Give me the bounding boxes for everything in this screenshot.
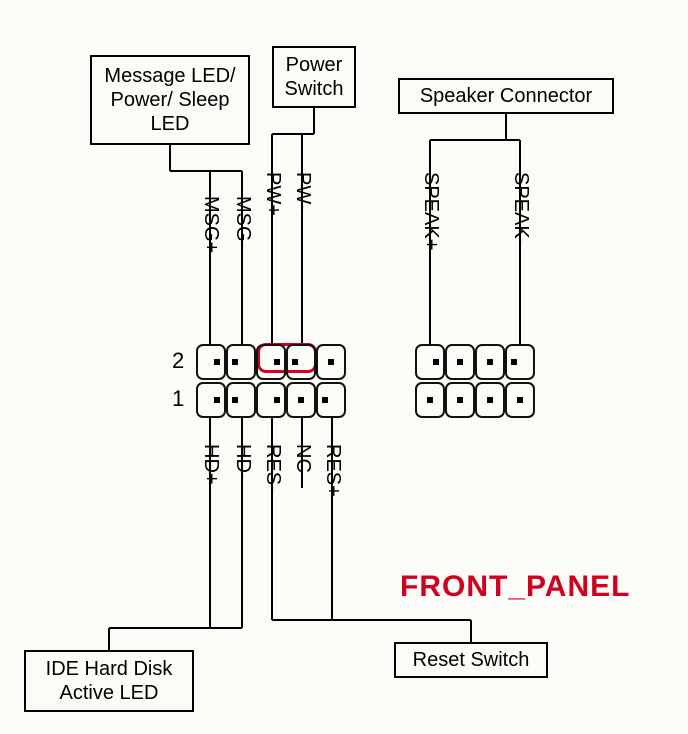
row-label-1: 1 [172,386,184,412]
msg-led-box: Message LED/ Power/ Sleep LED [90,55,250,145]
diagram-canvas: Message LED/ Power/ Sleep LED Power Swit… [0,0,688,734]
pin [256,344,286,380]
pin-dot [487,359,493,365]
signal-res-plus: RES+ [321,444,344,497]
pin-dot [214,397,220,403]
pin [256,382,286,418]
pin [196,382,226,418]
power-sw-label: Power Switch [282,53,346,101]
pin-dot [511,359,517,365]
pin-dot [274,397,280,403]
signal-pw-minus: PW- [291,172,314,211]
signal-speak-minus: SPEAK- [509,172,532,245]
pin-dot [322,397,328,403]
signal-msg-plus: MSG+ [199,196,222,253]
pin-dot [457,397,463,403]
signal-res-minus: RES- [261,444,284,492]
pin-dot [274,359,280,365]
front-panel-title: FRONT_PANEL [400,570,630,604]
pin [415,344,445,380]
ide-hd-label: IDE Hard Disk Active LED [34,657,184,705]
pin-dot [292,359,298,365]
pin-dot [487,397,493,403]
pin [226,344,256,380]
pin-dot [214,359,220,365]
pin [226,382,256,418]
pin-dot [232,359,238,365]
ide-hd-box: IDE Hard Disk Active LED [24,650,194,712]
msg-led-label: Message LED/ Power/ Sleep LED [100,64,240,136]
signal-hd-minus: HD- [231,444,254,480]
pin [316,382,346,418]
pin [196,344,226,380]
pin-dot [232,397,238,403]
speaker-box: Speaker Connector [398,78,614,114]
pin-dot [457,359,463,365]
pin-dot [427,397,433,403]
row-label-2: 2 [172,348,184,374]
signal-hd-plus: HD+ [199,444,222,485]
power-sw-box: Power Switch [272,46,356,108]
pin-dot [517,397,523,403]
pin-dot [328,359,334,365]
pin [505,344,535,380]
pin [286,344,316,380]
reset-sw-box: Reset Switch [394,642,548,678]
pin-dot [298,397,304,403]
signal-nc: NC [291,444,314,473]
speaker-label: Speaker Connector [420,84,592,108]
pin-dot [433,359,439,365]
signal-speak-plus: SPEAK+ [419,172,442,250]
signal-msg-minus: MSG- [231,196,254,248]
signal-pw-plus: PW+ [261,172,284,216]
reset-sw-label: Reset Switch [413,648,530,672]
